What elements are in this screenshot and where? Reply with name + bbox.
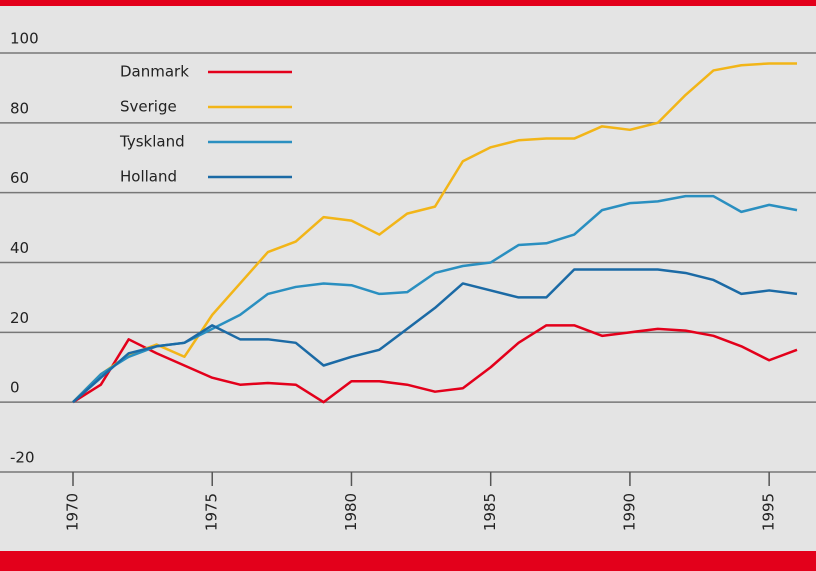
y-tick-label: 80 xyxy=(10,99,29,117)
legend-label: Sverige xyxy=(120,98,177,116)
y-tick-label: -20 xyxy=(10,449,35,467)
y-tick-label: 100 xyxy=(10,30,39,48)
top-band xyxy=(0,0,816,6)
y-tick-label: 40 xyxy=(10,239,29,257)
x-tick-label: 1970 xyxy=(64,493,82,531)
x-tick-label: 1980 xyxy=(342,493,360,531)
x-tick-label: 1990 xyxy=(620,493,638,531)
bottom-band xyxy=(0,551,816,571)
y-tick-label: 20 xyxy=(10,309,29,327)
data-line xyxy=(72,62,797,404)
y-tick-label: 60 xyxy=(10,169,29,187)
legend-label: Danmark xyxy=(120,63,189,81)
data-line xyxy=(72,268,798,404)
y-tick-label: 0 xyxy=(10,379,20,397)
legend-label: Holland xyxy=(120,168,177,186)
x-tick-label: 1995 xyxy=(760,493,778,531)
x-tick-label: 1985 xyxy=(481,493,499,531)
x-tick-label: 1975 xyxy=(203,493,221,531)
data-line xyxy=(72,324,798,404)
legend-label: Tyskland xyxy=(119,133,185,151)
